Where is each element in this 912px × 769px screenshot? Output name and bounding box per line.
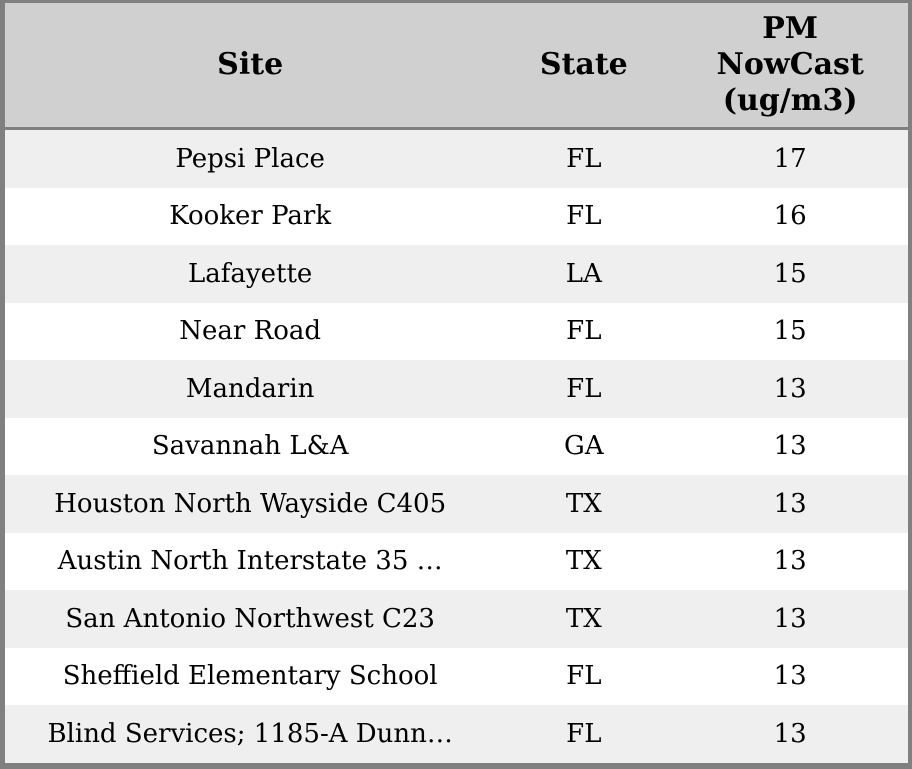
table-row: San Antonio Northwest C23 TX 13 [5,590,908,648]
site-cell: San Antonio Northwest C23 [65,603,435,634]
pm-value-cell: 13 [773,431,807,462]
site-cell: Houston North Wayside C405 [54,488,447,519]
table-row: Sheffield Elementary School FL 13 [5,647,908,705]
site-cell: Austin North Interstate 35 … [57,546,443,577]
pm-value-cell: 17 [773,143,807,174]
state-cell: FL [566,316,602,347]
state-cell: TX [565,603,602,634]
pm-value-cell: 13 [773,546,807,577]
pm-value-cell: 13 [773,488,807,519]
pm-value-cell: 15 [773,258,807,289]
table-row: Pepsi Place FL 17 [5,130,908,188]
table-row: Lafayette LA 15 [5,245,908,303]
pm-value-cell: 15 [773,316,807,347]
state-cell: FL [566,143,602,174]
table-row: Blind Services; 1185-A Dunn… FL 13 [5,705,908,763]
site-cell: Blind Services; 1185-A Dunn… [47,718,453,749]
table-header-row: Site State PM NowCast (ug/m3) [5,3,908,130]
column-header-site: Site [217,47,284,82]
state-cell: FL [566,201,602,232]
state-cell: TX [565,488,602,519]
column-header-state: State [539,47,628,82]
table-row: Austin North Interstate 35 … TX 13 [5,532,908,590]
site-cell: Pepsi Place [175,143,325,174]
table-row: Houston North Wayside C405 TX 13 [5,475,908,533]
site-cell: Sheffield Elementary School [62,661,438,692]
site-cell: Kooker Park [169,201,332,232]
column-header-pm-nowcast: PM NowCast (ug/m3) [716,11,864,118]
table-row: Kooker Park FL 16 [5,187,908,245]
pm-value-cell: 13 [773,661,807,692]
table-row: Savannah L&A GA 13 [5,417,908,475]
state-cell: FL [566,373,602,404]
site-cell: Mandarin [185,373,315,404]
table-row: Mandarin FL 13 [5,360,908,418]
table-row: Near Road FL 15 [5,302,908,360]
state-cell: TX [565,546,602,577]
pm-value-cell: 13 [773,373,807,404]
state-cell: LA [565,258,602,289]
state-cell: FL [566,718,602,749]
state-cell: FL [566,661,602,692]
site-cell: Savannah L&A [151,431,349,462]
pm-value-cell: 13 [773,718,807,749]
site-cell: Lafayette [188,258,313,289]
pm-value-cell: 16 [773,201,807,232]
pm-value-cell: 13 [773,603,807,634]
site-cell: Near Road [179,316,322,347]
state-cell: GA [564,431,604,462]
